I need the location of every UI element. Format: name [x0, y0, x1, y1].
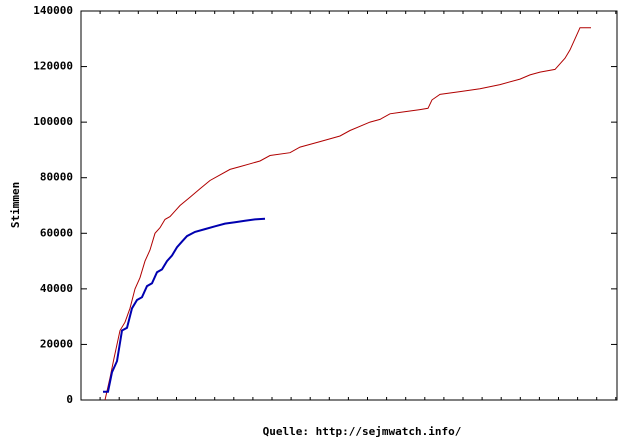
y-tick-label: 60000 — [40, 226, 73, 239]
x-axis-label: Quelle: http://sejmwatch.info/ — [263, 425, 462, 438]
y-tick-label: 100000 — [33, 115, 73, 128]
y-tick-label: 20000 — [40, 337, 73, 350]
y-tick-label: 120000 — [33, 60, 73, 73]
y-tick-label: 0 — [66, 393, 73, 406]
y-axis-label: Stimmen — [9, 182, 22, 228]
y-tick-label: 80000 — [40, 171, 73, 184]
y-tick-label: 140000 — [33, 4, 73, 17]
series-line — [104, 27, 591, 401]
plot-frame — [80, 10, 618, 401]
y-tick-label: 40000 — [40, 282, 73, 295]
series-line — [103, 217, 266, 393]
